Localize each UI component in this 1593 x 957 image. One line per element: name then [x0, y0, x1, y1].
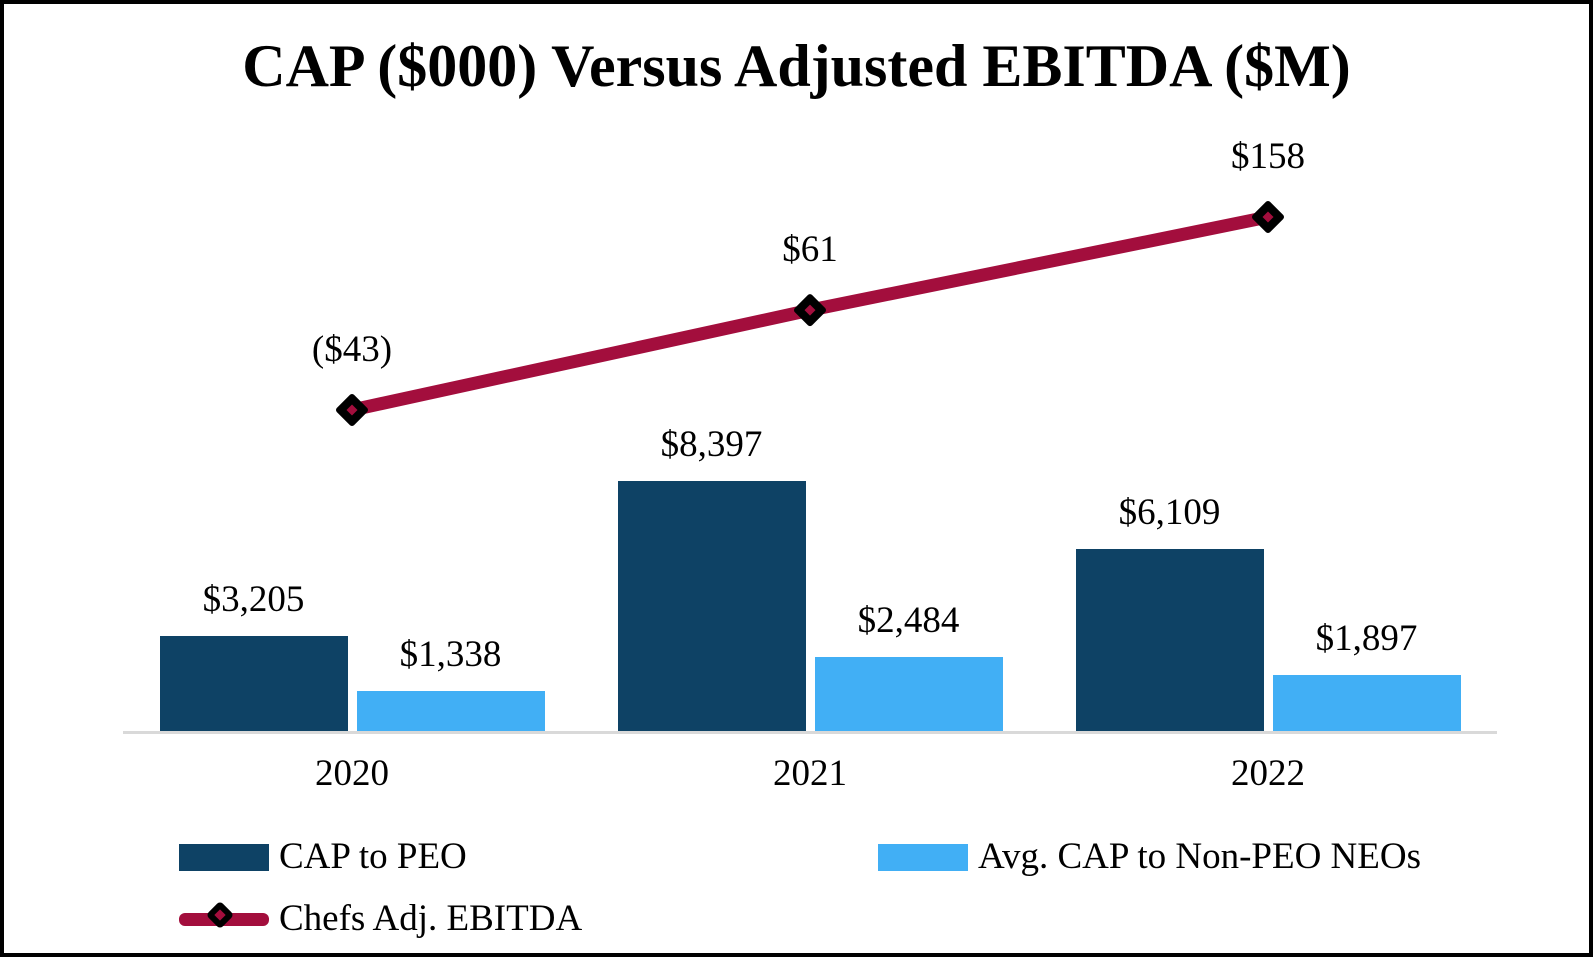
bar-value-label-2021: $2,484: [857, 600, 960, 642]
bar-value-label-2022: $1,897: [1315, 617, 1418, 659]
bar-value-label-2021: $8,397: [660, 423, 763, 465]
legend-item-avg-cap-non-peo: Avg. CAP to Non-PEO NEOs: [878, 835, 1421, 879]
x-axis-label-2022: 2022: [1231, 753, 1305, 794]
diamond-marker-center-2021: [804, 304, 816, 316]
bar-cap-to-peo-2021: [617, 480, 806, 731]
legend-label-cap-to-peo: CAP to PEO: [279, 836, 467, 877]
diamond-marker-2021: [794, 294, 826, 327]
bar-cap-to-peo-2022: [1075, 549, 1264, 731]
diamond-marker-center-2020: [346, 404, 358, 416]
legend-label-chefs-adj-ebitda: Chefs Adj. EBITDA: [279, 898, 583, 939]
avg-cap-non-peo-swatch: [878, 843, 968, 871]
legend-label-avg-cap-non-peo: Avg. CAP to Non-PEO NEOs: [978, 836, 1421, 877]
x-axis-label-2020: 2020: [315, 753, 389, 794]
plot-area: $3,205 $1,338 2020 $8,397 $2,484 2021 $6,109 $1…: [4, 4, 1589, 953]
x-axis-label-2021: 2021: [773, 753, 847, 794]
bar-avg-cap-non-peo-2022: [1272, 674, 1461, 731]
legend-item-cap-to-peo: CAP to PEO: [179, 835, 467, 879]
chart-title: CAP ($000) Versus Adjusted EBITDA ($M): [242, 33, 1351, 99]
bar-cap-to-peo-2020: [159, 635, 348, 731]
legend: CAP to PEO Avg. CAP to Non-PEO NEOs Chef…: [4, 4, 1589, 953]
diamond-marker-center-2022: [1262, 211, 1274, 223]
line-value-label-2021: $61: [782, 229, 838, 271]
bar-avg-cap-non-peo-2020: [356, 691, 545, 731]
diamond-marker-2020: [336, 394, 368, 426]
bar-value-label-2020: $1,338: [399, 634, 502, 676]
bar-value-label-2022: $6,109: [1118, 492, 1221, 534]
line-value-label-2020: ($43): [311, 329, 393, 370]
chefs-adj-ebitda-swatch: [179, 900, 269, 933]
bar-avg-cap-non-peo-2021: [814, 657, 1003, 731]
diamond-marker-2022: [1252, 201, 1284, 234]
legend-item-chefs-adj-ebitda: Chefs Adj. EBITDA: [179, 897, 582, 941]
cap-to-peo-swatch: [179, 843, 269, 871]
x-axis-line: [123, 731, 1497, 734]
bar-value-label-2020: $3,205: [202, 578, 305, 620]
line-value-label-2022: $158: [1231, 136, 1305, 178]
